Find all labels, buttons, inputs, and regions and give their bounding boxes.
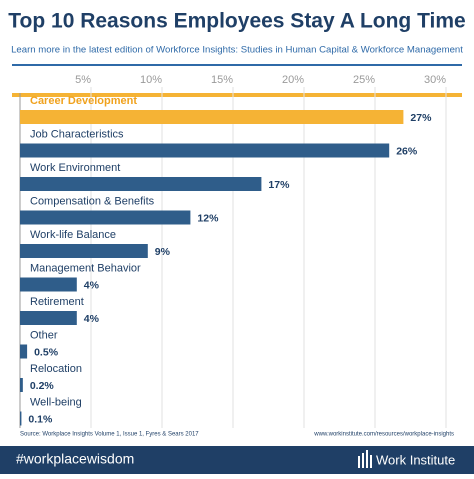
bar [20, 277, 77, 292]
brand: Work Institute [376, 452, 455, 467]
value-label: 4% [84, 313, 100, 325]
category-label: Other [30, 329, 58, 341]
footer-band [0, 446, 474, 474]
bar [20, 244, 148, 258]
x-tick-label: 5% [75, 74, 91, 86]
chart-title: Top 10 Reasons Employees Stay A Long Tim… [8, 10, 465, 33]
hashtag: #workplacewisdom [16, 451, 134, 467]
bar [20, 411, 22, 426]
bar [20, 210, 191, 225]
value-label: 12% [197, 212, 219, 224]
x-tick-label: 25% [353, 74, 375, 86]
chart-subtitle: Learn more in the latest edition of Work… [11, 45, 463, 56]
logo-icon [358, 450, 372, 468]
value-label: 4% [84, 279, 100, 291]
value-label: 27% [410, 112, 432, 124]
category-label: Relocation [30, 363, 82, 375]
value-label: 0.2% [30, 380, 55, 392]
bar [20, 143, 390, 158]
category-label: Well-being [30, 396, 82, 408]
bar [20, 311, 77, 325]
value-label: 0.1% [28, 413, 53, 425]
highlight-rule [12, 93, 462, 97]
value-label: 0.5% [34, 346, 59, 358]
x-tick-label: 30% [424, 74, 446, 86]
category-label: Management Behavior [30, 262, 141, 274]
category-label: Compensation & Benefits [30, 195, 155, 207]
bar [20, 177, 262, 191]
value-label: 26% [396, 145, 418, 157]
x-tick-label: 20% [282, 74, 304, 86]
category-label: Job Characteristics [30, 128, 124, 140]
bar [20, 344, 28, 359]
value-label: 9% [155, 246, 171, 258]
url: www.workinstitute.com/resources/workplac… [313, 432, 454, 438]
bar [20, 110, 404, 124]
category-label: Career Development [30, 95, 137, 107]
source: Source: Workplace Insights Volume 1, Iss… [20, 432, 199, 438]
x-tick-label: 10% [140, 74, 162, 86]
category-label: Work-life Balance [30, 229, 116, 241]
category-label: Retirement [30, 296, 84, 308]
bar [20, 378, 23, 392]
value-label: 17% [268, 179, 290, 191]
category-label: Work Environment [30, 162, 120, 174]
x-tick-label: 15% [211, 74, 233, 86]
